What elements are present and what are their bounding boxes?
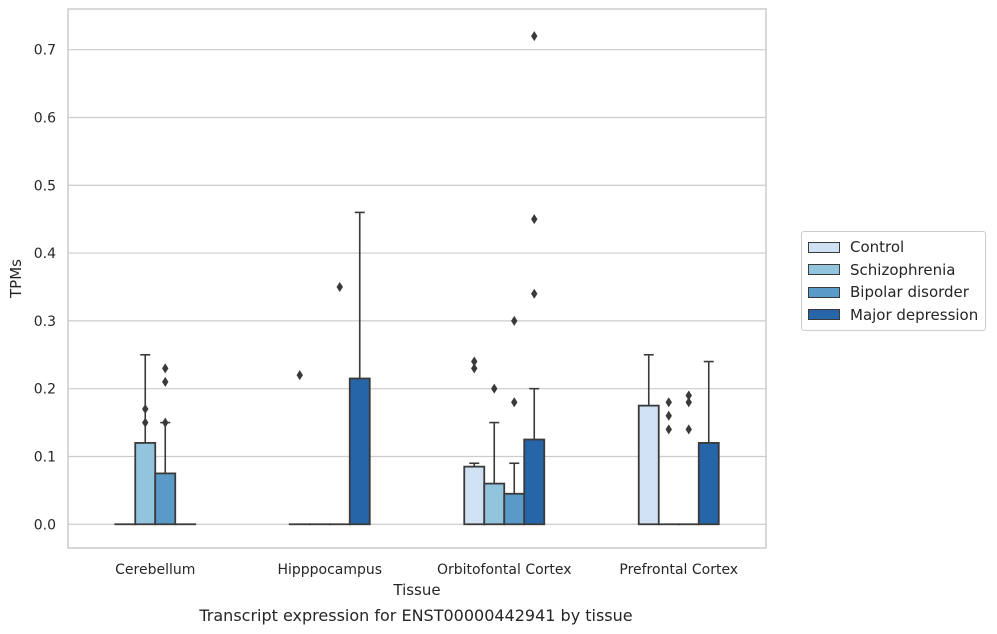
legend-item: Control: [808, 236, 979, 259]
y-tick-label: 0.1: [34, 449, 56, 465]
x-tick-label: Prefrontal Cortex: [619, 562, 738, 578]
legend-swatch: [808, 286, 840, 298]
bar: [503, 492, 526, 526]
x-axis-title: Tissue: [392, 581, 440, 599]
chart-title: Transcript expression for ENST0000044294…: [199, 606, 633, 625]
outlier-point: [296, 370, 303, 381]
legend-label: Bipolar disorder: [850, 283, 969, 302]
outlier-point: [531, 214, 538, 225]
outlier-point: [162, 363, 169, 374]
outlier-point: [685, 390, 692, 401]
outlier-point: [336, 281, 343, 292]
bar: [523, 438, 546, 526]
outlier-point: [665, 410, 672, 421]
outlier-point: [511, 315, 518, 326]
legend-label: Major depression: [850, 305, 979, 324]
y-tick-label: 0.0: [34, 517, 56, 533]
plot-frame: [67, 8, 767, 549]
data-marks: [114, 31, 720, 526]
outlier-point: [142, 404, 149, 415]
outlier-point: [685, 424, 692, 435]
y-tick-label: 0.5: [34, 178, 56, 194]
outlier-point: [685, 397, 692, 408]
outlier-point: [511, 397, 518, 408]
outlier-point: [162, 376, 169, 387]
y-tick-label: 0.7: [34, 43, 56, 59]
y-tick-label: 0.4: [34, 246, 56, 262]
legend-item: Schizophrenia: [808, 259, 979, 282]
outlier-point: [531, 288, 538, 299]
outlier-point: [471, 356, 478, 367]
legend-label: Schizophrenia: [850, 260, 956, 279]
chart-legend: Control Schizophrenia Bipolar disorder Majo…: [801, 231, 986, 331]
x-tick-label: Cerebellum: [115, 562, 195, 578]
legend-item: Bipolar disorder: [808, 281, 979, 304]
outlier-point: [665, 424, 672, 435]
legend-swatch: [808, 309, 840, 321]
bar: [348, 377, 371, 526]
outlier-point: [665, 397, 672, 408]
y-tick-labels: 0.0 0.1 0.2 0.3 0.4 0.5 0.6 0.7: [34, 43, 56, 534]
y-axis-title: TPMs: [7, 259, 25, 299]
bar: [637, 404, 660, 526]
gridlines: [68, 49, 766, 525]
outlier-point: [471, 363, 478, 374]
y-tick-label: 0.3: [34, 314, 56, 330]
outlier-point: [162, 417, 169, 428]
x-tick-label: Orbitofontal Cortex: [437, 562, 572, 578]
x-tick-labels: Cerebellum Hipppocampus Orbitofontal Corte…: [115, 562, 738, 578]
bar: [134, 442, 157, 526]
outlier-point: [491, 383, 498, 394]
y-tick-label: 0.2: [34, 382, 56, 398]
legend-label: Control: [850, 238, 905, 257]
outlier-point: [142, 417, 149, 428]
legend-swatch: [808, 241, 840, 253]
bar: [697, 442, 720, 526]
y-tick-label: 0.6: [34, 110, 56, 126]
bar: [483, 482, 506, 526]
legend-swatch: [808, 264, 840, 276]
x-tick-label: Hipppocampus: [277, 562, 382, 578]
outlier-point: [531, 31, 538, 42]
bar: [463, 465, 486, 526]
bar: [154, 472, 177, 526]
legend-item: Major depression: [808, 304, 979, 327]
